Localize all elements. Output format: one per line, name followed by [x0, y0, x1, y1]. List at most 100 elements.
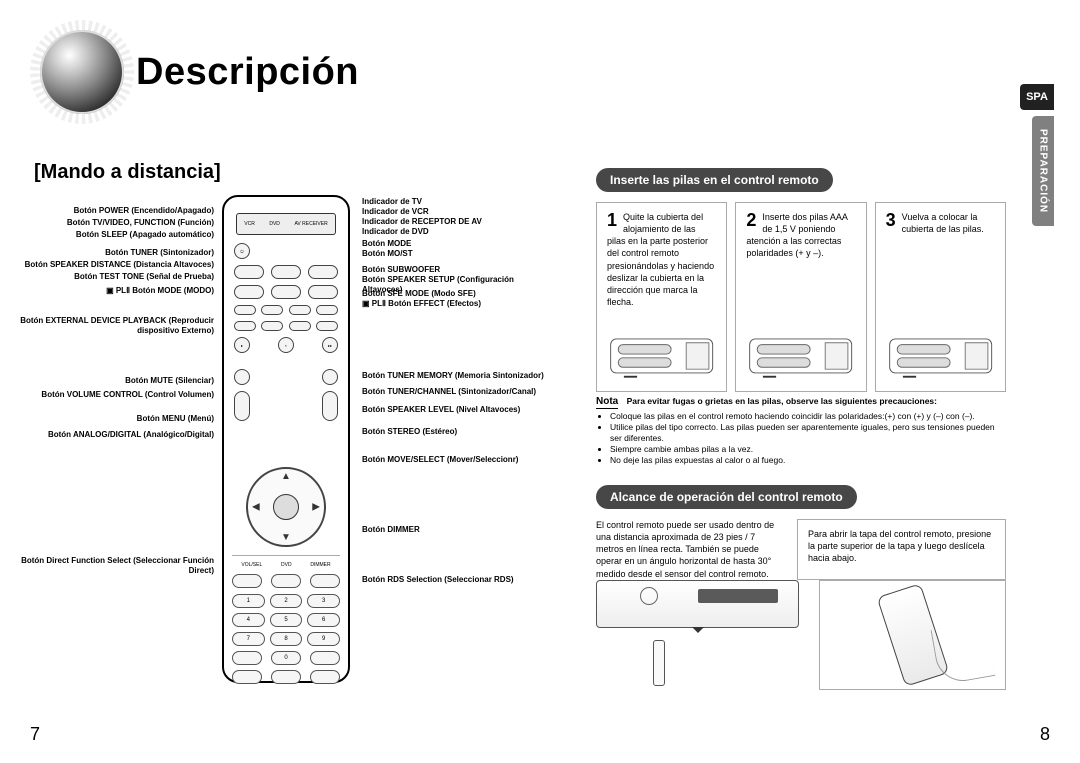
note-list: Coloque las pilas en el control remoto h… — [610, 411, 1006, 466]
callout-label: Botón TUNER MEMORY (Memoria Sintonizador… — [356, 371, 556, 381]
remote-btn: 0 — [271, 651, 301, 665]
remote-btn — [310, 670, 340, 684]
remote-flap: VOL/SEL DVD DIMMER 123456789 0 — [232, 555, 340, 684]
section-tab: PREPARACIÓN — [1032, 116, 1054, 226]
callout-label: Botón TUNER (Sintonizador) — [20, 248, 220, 258]
numpad-key: 2 — [270, 594, 303, 608]
range-section-title: Alcance de operación del control remoto — [596, 485, 857, 509]
battery-step: 3Vuelva a colocar la cubierta de las pil… — [875, 202, 1006, 392]
callout-label: Botón TEST TONE (Señal de Prueba) — [20, 272, 220, 282]
callout-label: Indicador de DVD — [356, 227, 556, 237]
remote-illustration: VCR DVD AV RECEIVER ⏻ ▸▪▸▸ ▲ ▼ ◀ ▶ VOL/S… — [222, 195, 350, 683]
remote-btn — [232, 574, 262, 588]
remote-btn — [234, 305, 256, 315]
power-button-icon: ⏻ — [234, 243, 250, 259]
flap-label: DVD — [281, 562, 292, 568]
volume-rocker — [234, 391, 250, 421]
remote-btn — [289, 321, 311, 331]
callout-label: Botón MENU (Menú) — [20, 414, 220, 424]
display-seg: VCR — [244, 221, 255, 227]
callout-label: Indicador de TV — [356, 197, 556, 207]
language-tab: SPA — [1020, 84, 1054, 110]
arrow-left-icon: ◀ — [252, 502, 260, 513]
callout-label: Botón TUNER/CHANNEL (Sintonizador/Canal) — [356, 387, 556, 397]
callout-label: Botón MO/ST — [356, 249, 556, 259]
callout-label: ▣ PLⅡ Botón MODE (MODO) — [20, 286, 220, 296]
step-text: Inserte dos pilas AAA de 1,5 V poniendo … — [746, 212, 847, 258]
page-number-left: 7 — [30, 724, 40, 745]
remote-button-rows: ⏻ ▸▪▸▸ — [234, 243, 338, 427]
numpad-key: 4 — [232, 613, 265, 627]
cap-open-text: Para abrir la tapa del control remoto, p… — [797, 519, 1006, 580]
right-callout-labels: Indicador de TVIndicador de VCRIndicador… — [356, 195, 556, 615]
receiver-device-icon — [596, 580, 799, 628]
battery-step: 1Quite la cubierta del alojamiento de la… — [596, 202, 727, 392]
battery-illustration — [605, 327, 718, 383]
numpad: 123 456 789 — [232, 594, 340, 646]
tuner-mem-btn — [322, 369, 338, 385]
callout-label: Botón ANALOG/DIGITAL (Analógico/Digital) — [20, 430, 220, 440]
remote-btn — [271, 285, 301, 299]
remote-display: VCR DVD AV RECEIVER — [236, 213, 336, 235]
remote-section-title: [Mando a distancia] — [34, 161, 221, 184]
callout-label: Botón SFE MODE (Modo SFE) — [356, 289, 556, 299]
callout-label: Botón DIMMER — [356, 525, 556, 535]
batteries-section-title: Inserte las pilas en el control remoto — [596, 168, 833, 192]
remote-btn — [316, 305, 338, 315]
step-number: 3 — [886, 211, 896, 229]
playback-btn: ▸ — [234, 337, 250, 353]
numpad-key: 7 — [232, 632, 265, 646]
callout-label: Botón SLEEP (Apagado automático) — [20, 230, 220, 240]
callout-label: Botón SPEAKER LEVEL (Nivel Altavoces) — [356, 405, 556, 415]
battery-step: 2Inserte dos pilas AAA de 1,5 V poniendo… — [735, 202, 866, 392]
range-section: Alcance de operación del control remoto … — [596, 485, 1006, 580]
callout-label: Botón MUTE (Silenciar) — [20, 376, 220, 386]
callout-label: Indicador de VCR — [356, 207, 556, 217]
numpad-key: 1 — [232, 594, 265, 608]
callout-label: Botón SPEAKER DISTANCE (Distancia Altavo… — [20, 260, 220, 270]
remote-btn — [232, 670, 262, 684]
step-number: 2 — [746, 211, 756, 229]
callout-label: Botón POWER (Encendido/Apagado) — [20, 206, 220, 216]
select-button-icon — [273, 494, 299, 520]
display-seg: AV RECEIVER — [294, 221, 327, 227]
remote-btn — [308, 265, 338, 279]
remote-btn — [261, 321, 283, 331]
numpad-key: 8 — [270, 632, 303, 646]
note-bullet: Siempre cambie ambas pilas a la vez. — [610, 444, 1006, 455]
hand-outline-icon — [931, 621, 996, 686]
callout-label: Botón Direct Function Select (Selecciona… — [20, 556, 220, 575]
remote-btn — [271, 265, 301, 279]
remote-btn — [261, 305, 283, 315]
numpad-key: 5 — [270, 613, 303, 627]
remote-btn — [271, 670, 301, 684]
flap-label: DIMMER — [310, 562, 330, 568]
numpad-key: 9 — [307, 632, 340, 646]
callout-label: Botón MOVE/SELECT (Mover/Seleccionr) — [356, 455, 556, 465]
callout-label: Botón SUBWOOFER — [356, 265, 556, 275]
dpad: ▲ ▼ ◀ ▶ — [246, 467, 326, 547]
note-bullet: Coloque las pilas en el control remoto h… — [610, 411, 1006, 422]
numpad-key: 3 — [307, 594, 340, 608]
arrow-down-icon: ▼ — [281, 532, 291, 543]
callout-label: Indicador de RECEPTOR DE AV — [356, 217, 556, 227]
note-bullet: Utilice pilas del tipo correcto. Las pil… — [610, 422, 1006, 444]
remote-open-illustration — [819, 580, 1006, 690]
callout-label: Botón TV/VIDEO, FUNCTION (Función) — [20, 218, 220, 228]
note-block: Nota Para evitar fugas o grietas en las … — [596, 395, 1006, 466]
remote-btn — [310, 651, 340, 665]
left-callout-labels: Botón POWER (Encendido/Apagado) Botón TV/… — [20, 206, 220, 606]
batteries-section: Inserte las pilas en el control remoto 1… — [596, 168, 1006, 392]
numpad-key: 6 — [307, 613, 340, 627]
callout-label: Botón RDS Selection (Seleccionar RDS) — [356, 575, 556, 585]
remote-btn — [310, 574, 340, 588]
remote-btn — [234, 265, 264, 279]
callout-label: Botón EXTERNAL DEVICE PLAYBACK (Reproduc… — [20, 316, 220, 335]
display-seg: DVD — [269, 221, 280, 227]
battery-steps: 1Quite la cubierta del alojamiento de la… — [596, 202, 1006, 392]
battery-illustration — [744, 327, 857, 383]
remote-btn — [289, 305, 311, 315]
callout-label: Botón STEREO (Estéreo) — [356, 427, 556, 437]
remote-btn — [234, 321, 256, 331]
remote-btn — [271, 574, 301, 588]
